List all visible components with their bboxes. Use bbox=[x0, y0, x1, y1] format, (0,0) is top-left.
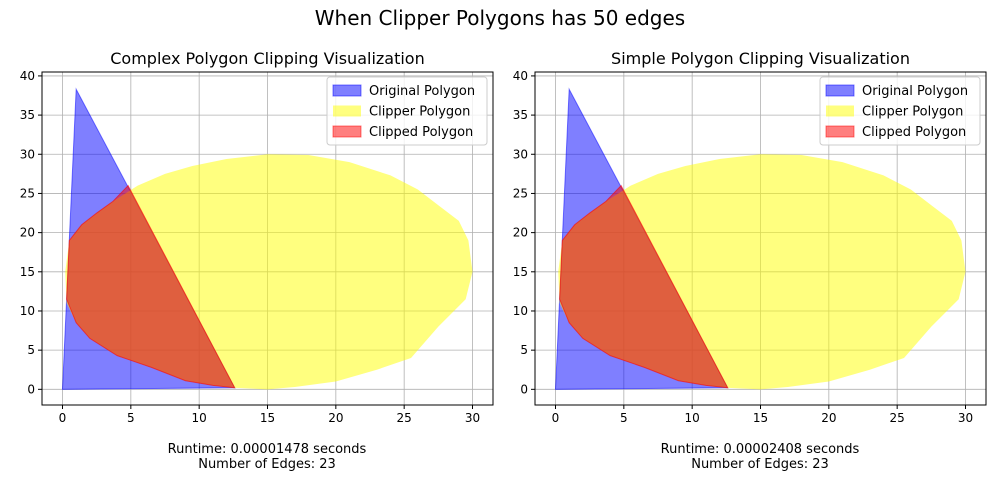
left-chart: Complex Polygon Clipping Visualization 0 5… bbox=[20, 49, 494, 425]
x-tick-label: 25 bbox=[890, 411, 905, 425]
y-tick-label: 20 bbox=[513, 226, 528, 240]
x-tick-label: 5 bbox=[127, 411, 135, 425]
right-edges-text: Number of Edges: 23 bbox=[691, 457, 829, 472]
clipped-legend-swatch bbox=[332, 125, 362, 138]
y-tick-label: 40 bbox=[513, 69, 528, 83]
clipped-legend-label: Clipped Polygon bbox=[369, 125, 473, 140]
x-tick-label: 25 bbox=[397, 411, 412, 425]
clipper-legend-swatch bbox=[333, 105, 361, 117]
y-tick-label: 25 bbox=[513, 186, 528, 200]
clipper-legend-swatch bbox=[826, 105, 854, 117]
x-tick-label: 20 bbox=[821, 411, 836, 425]
left-runtime-text: Runtime: 0.00001478 seconds bbox=[167, 442, 367, 457]
x-tick-label: 15 bbox=[753, 411, 768, 425]
clipped-legend-swatch bbox=[825, 125, 855, 138]
clipped-legend-label: Clipped Polygon bbox=[862, 125, 966, 140]
y-tick-label: 0 bbox=[27, 382, 35, 396]
y-tick-label: 30 bbox=[20, 147, 35, 161]
right-runtime-text: Runtime: 0.00002408 seconds bbox=[660, 442, 860, 457]
right-chart-panel: Simple Polygon Clipping Visualization 0 5 1… bbox=[493, 0, 993, 500]
x-tick-label: 20 bbox=[328, 411, 343, 425]
x-tick-label: 10 bbox=[685, 411, 700, 425]
figure-title: When Clipper Polygons has 50 edges bbox=[314, 6, 686, 30]
legend: Original Polygon Clipper Polygon Clipped P… bbox=[819, 76, 981, 146]
y-tick-label: 0 bbox=[520, 382, 528, 396]
x-tick-label: 30 bbox=[958, 411, 973, 425]
x-tick-label: 15 bbox=[260, 411, 275, 425]
chart-title: Simple Polygon Clipping Visualization bbox=[611, 49, 910, 68]
y-tick-label: 35 bbox=[513, 108, 528, 122]
clipper-legend-label: Clipper Polygon bbox=[369, 105, 470, 120]
x-tick-label: 30 bbox=[465, 411, 480, 425]
y-tick-label: 20 bbox=[20, 226, 35, 240]
x-tick-label: 0 bbox=[59, 411, 67, 425]
right-caption: Runtime: 0.00002408 seconds Number of Ed… bbox=[510, 442, 1000, 472]
y-tick-label: 15 bbox=[20, 265, 35, 279]
y-tick-label: 5 bbox=[520, 343, 528, 357]
x-tick-label: 0 bbox=[552, 411, 560, 425]
x-tick-label: 10 bbox=[192, 411, 207, 425]
y-tick-label: 10 bbox=[513, 304, 528, 318]
right-chart: Simple Polygon Clipping Visualization 0 5 1… bbox=[513, 49, 987, 425]
clipped-polygon bbox=[559, 184, 729, 389]
left-chart-panel: Complex Polygon Clipping Visualization 0 5… bbox=[20, 49, 494, 472]
y-tick-label: 30 bbox=[513, 147, 528, 161]
left-caption: Runtime: 0.00001478 seconds Number of Ed… bbox=[17, 442, 517, 472]
y-tick-label: 40 bbox=[20, 69, 35, 83]
original-legend-swatch bbox=[825, 84, 855, 97]
original-legend-swatch bbox=[332, 84, 362, 97]
y-tick-label: 15 bbox=[513, 265, 528, 279]
clipped-polygon bbox=[66, 184, 236, 389]
y-tick-label: 25 bbox=[20, 186, 35, 200]
y-tick-label: 5 bbox=[27, 343, 35, 357]
left-edges-text: Number of Edges: 23 bbox=[198, 457, 336, 472]
original-legend-label: Original Polygon bbox=[369, 84, 475, 99]
clipper-legend-label: Clipper Polygon bbox=[862, 105, 963, 120]
legend: Original Polygon Clipper Polygon Clipped P… bbox=[326, 76, 488, 146]
y-tick-label: 35 bbox=[20, 108, 35, 122]
chart-title: Complex Polygon Clipping Visualization bbox=[110, 49, 424, 68]
y-tick-label: 10 bbox=[20, 304, 35, 318]
original-legend-label: Original Polygon bbox=[862, 84, 968, 99]
x-tick-label: 5 bbox=[620, 411, 628, 425]
